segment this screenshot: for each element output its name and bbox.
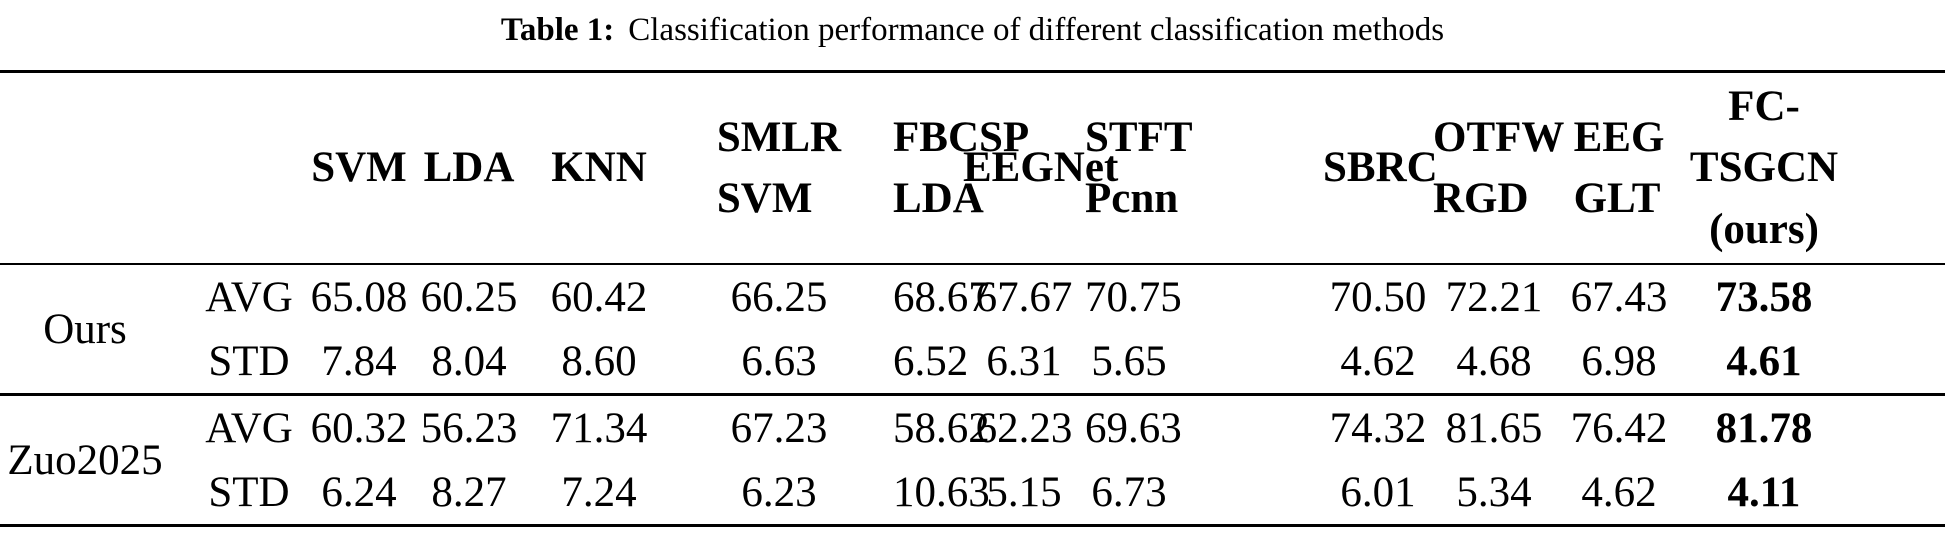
value-cell: 7.24 xyxy=(561,468,637,516)
table-row-ours-avg: Ours AVG 65.08 60.25 60.42 66.25 68.67 6… xyxy=(0,264,1945,353)
value-cell: 5.15 xyxy=(986,468,1062,516)
header-cell-stft-pcnn: STFT Pcnn xyxy=(1085,72,1253,265)
value-cell: 5.34 xyxy=(1456,468,1532,516)
value-cell: 6.73 xyxy=(1091,468,1167,516)
table-row-zuo2025-std: STD 6.24 8.27 7.24 6.23 10.63 5.15 6.73 … xyxy=(0,460,1945,526)
row-group-label: Ours xyxy=(43,305,127,353)
row-group-ours: Ours AVG 65.08 60.25 60.42 66.25 68.67 6… xyxy=(0,264,1945,395)
value-cell: 6.31 xyxy=(986,337,1062,385)
header-label: SMLR SVM xyxy=(716,113,842,222)
value-cell: 68.67 xyxy=(893,273,990,321)
value-cell: 67.23 xyxy=(730,404,828,452)
value-cell: 6.23 xyxy=(741,468,817,516)
value-cell: 70.50 xyxy=(1329,273,1427,321)
row-group-label: Zuo2025 xyxy=(7,436,163,484)
stat-label: STD xyxy=(208,468,290,516)
stat-label: AVG xyxy=(205,273,293,321)
value-cell: 6.98 xyxy=(1581,337,1657,385)
value-cell: 60.32 xyxy=(310,404,408,452)
table-caption-label: Table 1: xyxy=(500,12,615,48)
value-cell: 67.43 xyxy=(1570,273,1668,321)
header-cell-fc-tsgcn-ours: FC- TSGCN (ours) xyxy=(1683,72,1945,265)
value-cell-best: 81.78 xyxy=(1715,404,1813,452)
value-cell: 60.42 xyxy=(550,273,648,321)
value-cell-best: 4.61 xyxy=(1726,337,1802,385)
header-label: STFT Pcnn xyxy=(1085,113,1193,222)
row-group-zuo2025: Zuo2025 AVG 60.32 56.23 71.34 67.23 58.6… xyxy=(0,395,1945,526)
value-cell: 10.63 xyxy=(893,468,990,516)
header-label: FC- TSGCN (ours) xyxy=(1689,83,1839,253)
value-cell: 66.25 xyxy=(730,273,828,321)
value-cell: 5.65 xyxy=(1091,337,1167,385)
classification-results-table: SVM LDA KNN SMLR SVM FBCSP LDA EEGNet ST… xyxy=(0,70,1945,527)
value-cell: 65.08 xyxy=(310,273,408,321)
table-caption-text: Classification performance of different … xyxy=(628,12,1445,48)
value-cell: 62.23 xyxy=(975,404,1073,452)
header-cell-knn: KNN xyxy=(551,144,647,192)
value-cell-best: 73.58 xyxy=(1715,273,1813,321)
value-cell: 4.62 xyxy=(1340,337,1416,385)
table-caption: Table 1: Classification performance of di… xyxy=(0,0,1945,70)
value-cell: 69.63 xyxy=(1085,404,1182,452)
value-cell: 60.25 xyxy=(420,273,518,321)
value-cell: 72.21 xyxy=(1445,273,1543,321)
table-row-zuo2025-avg: Zuo2025 AVG 60.32 56.23 71.34 67.23 58.6… xyxy=(0,395,1945,484)
value-cell-best: 4.11 xyxy=(1727,468,1801,516)
table-header-row: SVM LDA KNN SMLR SVM FBCSP LDA EEGNet ST… xyxy=(0,72,1945,265)
value-cell: 4.62 xyxy=(1581,468,1657,516)
value-cell: 81.65 xyxy=(1445,404,1543,452)
value-cell: 6.52 xyxy=(893,337,969,385)
header-cell-stat xyxy=(170,72,303,265)
header-cell-svm: SVM xyxy=(311,144,407,192)
header-cell-otfw-rgd: OTFW RGD xyxy=(1433,72,1564,265)
header-cell-eeg-glt: EEG GLT xyxy=(1555,72,1683,265)
header-label: EEG GLT xyxy=(1573,113,1665,222)
header-cell-eegnet: EEGNet xyxy=(963,144,1119,192)
value-cell: 4.68 xyxy=(1456,337,1532,385)
value-cell: 76.42 xyxy=(1570,404,1668,452)
header-label: OTFW RGD xyxy=(1433,113,1565,222)
header-cell-smlr-svm: SMLR SVM xyxy=(675,72,843,265)
table-row-ours-std: STD 7.84 8.04 8.60 6.63 6.52 6.31 5.65 4… xyxy=(0,329,1945,395)
value-cell: 6.01 xyxy=(1340,468,1416,516)
value-cell: 6.63 xyxy=(741,337,817,385)
header-cell-group xyxy=(0,72,170,265)
header-cell-lda: LDA xyxy=(423,144,515,192)
value-cell: 8.04 xyxy=(431,337,507,385)
value-cell: 8.27 xyxy=(431,468,507,516)
value-cell: 6.24 xyxy=(321,468,397,516)
value-cell: 70.75 xyxy=(1085,273,1182,321)
value-cell: 7.84 xyxy=(321,337,397,385)
stat-label: AVG xyxy=(205,404,293,452)
header-label: FBCSP LDA xyxy=(893,113,1030,222)
value-cell: 74.32 xyxy=(1329,404,1427,452)
header-cell-fbcsp-lda: FBCSP LDA xyxy=(843,72,1029,265)
value-cell: 58.62 xyxy=(893,404,990,452)
value-cell: 56.23 xyxy=(420,404,518,452)
value-cell: 67.67 xyxy=(975,273,1073,321)
stat-label: STD xyxy=(208,337,290,385)
value-cell: 8.60 xyxy=(561,337,637,385)
value-cell: 71.34 xyxy=(550,404,648,452)
header-cell-sbrc: SBRC xyxy=(1323,144,1438,192)
